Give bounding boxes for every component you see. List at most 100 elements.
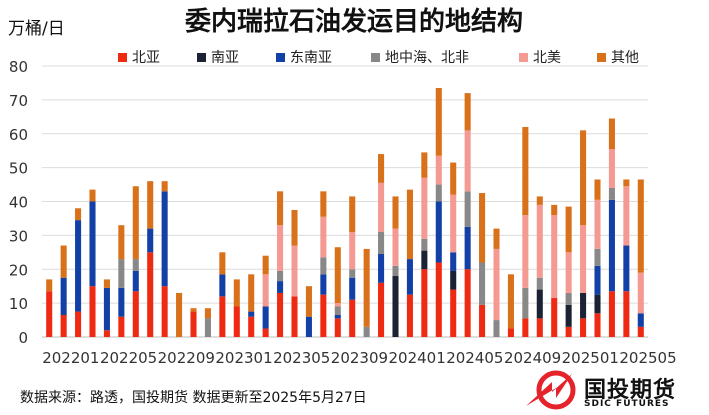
x-tick-label: 202305	[273, 349, 330, 367]
x-tick-label: 202301	[215, 349, 272, 367]
bar-segment	[493, 228, 500, 249]
bar-segment	[637, 179, 644, 273]
bar-segment	[378, 182, 385, 232]
bar-segment	[450, 252, 457, 271]
bar-segment	[118, 287, 125, 317]
bar-segment	[334, 318, 341, 337]
legend-label: 北亚	[132, 50, 160, 66]
bar-segment	[450, 289, 457, 337]
bar-segment	[75, 311, 82, 337]
bar-segment	[378, 231, 385, 255]
bar-segment	[363, 326, 370, 337]
logo-emblem-icon	[526, 370, 576, 410]
bar-segment	[392, 276, 399, 337]
bar-segment	[594, 294, 601, 314]
bar-segment	[349, 196, 356, 232]
bar-segment	[580, 130, 587, 226]
x-tick-label: 202209	[158, 349, 215, 367]
x-tick-label: 202505	[619, 349, 676, 367]
bar-segment	[594, 313, 601, 337]
bar-segment	[176, 292, 183, 337]
y-tick-label: 20	[9, 261, 28, 279]
bar-segment	[421, 177, 428, 239]
bar-segment	[479, 193, 486, 263]
bar-segment	[248, 311, 255, 317]
bar-segment	[623, 291, 630, 337]
bar-segment	[204, 308, 211, 319]
bar-segment	[60, 314, 67, 337]
bar-segment	[132, 270, 139, 292]
bar-segment	[580, 292, 587, 319]
bar-segment	[406, 259, 413, 295]
bar-segment	[507, 328, 514, 337]
bar-segment	[522, 126, 529, 216]
bar-segment	[623, 186, 630, 246]
bar-segment	[551, 298, 558, 337]
bar-segment	[147, 228, 154, 253]
bar-segment	[580, 225, 587, 293]
bar-segment	[75, 220, 82, 312]
bar-segment	[291, 296, 298, 337]
bar-segment	[147, 181, 154, 229]
bar-segment	[464, 93, 471, 131]
bar-segment	[334, 314, 341, 319]
bar-segment	[637, 313, 644, 327]
bar-segment	[608, 118, 615, 149]
bar-segment	[305, 286, 312, 317]
bar-segment	[522, 318, 529, 337]
bar-segment	[378, 154, 385, 183]
bar-segment	[89, 189, 96, 202]
bar-segment	[262, 328, 269, 337]
bar-segment	[623, 245, 630, 292]
bar-segment	[421, 238, 428, 251]
x-tick-label: 202201	[42, 349, 99, 367]
bar-segment	[594, 199, 601, 249]
bar-segment	[103, 279, 110, 288]
bar-segment	[406, 189, 413, 260]
bar-segment	[132, 259, 139, 271]
x-tick-label: 202309	[331, 349, 388, 367]
bar-segment	[349, 277, 356, 300]
bar-segment	[320, 216, 327, 258]
legend-swatch	[371, 53, 380, 62]
bar-segment	[363, 248, 370, 327]
bar-segment	[320, 191, 327, 217]
bar-segment	[565, 206, 572, 253]
bar-segment	[536, 204, 543, 278]
bar-segment	[435, 88, 442, 156]
bar-segment	[190, 308, 197, 312]
bar-segment	[522, 287, 529, 319]
bar-segment	[406, 294, 413, 337]
y-axis-ticks: 0 10 20 30 40 50 60 70 80	[9, 58, 28, 347]
bar-segment	[46, 291, 53, 337]
legend-label: 北美	[533, 50, 561, 66]
bar-segment	[103, 287, 110, 331]
bar-segment	[305, 316, 312, 337]
logo-name-cn: 国投期货	[584, 378, 677, 403]
y-axis-unit-label: 万桶/日	[8, 19, 65, 39]
chart-title: 委内瑞拉石油发运目的地结构	[185, 6, 523, 37]
legend-swatch	[197, 53, 206, 62]
bar-segment	[103, 330, 110, 337]
bar-segment	[392, 265, 399, 277]
bar-segment	[479, 304, 486, 337]
bar-segment	[132, 291, 139, 337]
bar-segment	[248, 316, 255, 337]
bar-segment	[233, 279, 240, 307]
bar-segment	[536, 277, 543, 290]
bar-segment	[594, 265, 601, 295]
bar-segment	[349, 231, 356, 270]
bar-segment	[60, 277, 67, 315]
y-tick-label: 10	[9, 295, 28, 313]
bar-segment	[493, 248, 500, 321]
bar-segment	[464, 269, 471, 337]
x-tick-label: 202401	[389, 349, 446, 367]
bar-segment	[565, 304, 572, 327]
bar-segment	[233, 306, 240, 337]
bar-series	[46, 88, 644, 337]
bar-segment	[637, 326, 644, 337]
x-tick-label: 202205	[100, 349, 157, 367]
source-footnote: 数据来源：路透，国投期货 数据更新至2025年5月27日	[20, 389, 367, 406]
bar-segment	[219, 296, 226, 337]
